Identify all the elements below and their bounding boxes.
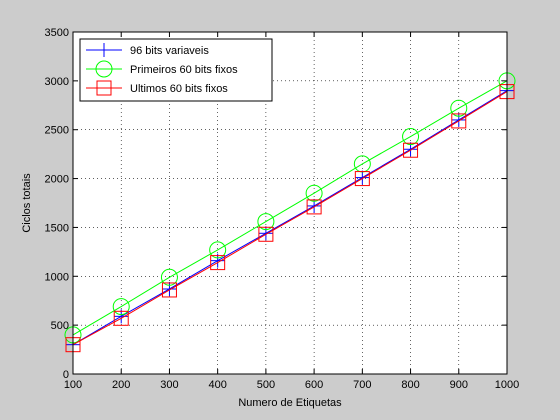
data-point xyxy=(209,241,227,259)
data-point xyxy=(403,142,419,158)
data-point xyxy=(451,112,466,127)
data-point xyxy=(258,226,274,242)
x-axis-title: Numero de Etiquetas xyxy=(238,397,342,409)
data-point xyxy=(210,255,226,271)
data-point xyxy=(306,199,322,215)
series-layer xyxy=(64,72,516,353)
series-line xyxy=(72,90,508,346)
data-point xyxy=(451,113,467,129)
y-axis-title: Ciclos totais xyxy=(21,173,33,233)
x-tick-label: 900 xyxy=(450,379,468,391)
legend-entry: Primeiros 60 bits fixos xyxy=(86,60,238,78)
legend-marker xyxy=(96,80,112,96)
y-tick-label: 2500 xyxy=(45,125,69,137)
legend-label: Primeiros 60 bits fixos xyxy=(130,64,238,76)
x-tick-label: 1000 xyxy=(495,379,519,391)
data-point xyxy=(450,99,468,117)
data-point xyxy=(162,281,177,296)
y-tick-label: 1000 xyxy=(45,271,69,283)
data-point xyxy=(258,226,273,241)
x-tick-label: 600 xyxy=(305,379,323,391)
data-point xyxy=(257,213,275,231)
x-tick-label: 700 xyxy=(353,379,371,391)
data-point xyxy=(305,184,323,202)
series-line xyxy=(72,80,508,336)
x-tick-label: 400 xyxy=(208,379,226,391)
x-tick-label: 100 xyxy=(64,379,82,391)
legend-entry: Ultimos 60 bits fixos xyxy=(86,80,228,96)
y-tick-label: 3500 xyxy=(45,27,69,39)
x-tick-label: 300 xyxy=(160,379,178,391)
legend-marker xyxy=(95,60,113,78)
axis-ticks: 100 200 300 400 500 600 700 800 900 1000 0 500 1000 1… xyxy=(45,27,520,391)
plot-frame xyxy=(72,31,508,375)
y-tick-label: 3000 xyxy=(45,76,69,88)
data-point xyxy=(354,171,370,187)
y-tick-label: 1500 xyxy=(45,222,69,234)
legend-marker xyxy=(97,43,111,57)
data-point xyxy=(355,170,370,185)
data-point xyxy=(161,282,177,298)
legend: 96 bits variaveis Primeiros 60 bits fixos… xyxy=(79,38,273,102)
data-point xyxy=(402,128,420,146)
series-line xyxy=(72,91,508,346)
legend-label: 96 bits variaveis xyxy=(130,45,209,57)
y-tick-label: 500 xyxy=(51,320,69,332)
x-tick-label: 500 xyxy=(257,379,275,391)
x-tick-label: 800 xyxy=(401,379,419,391)
y-tick-label: 2000 xyxy=(45,174,69,186)
x-tick-label: 200 xyxy=(112,379,130,391)
data-point xyxy=(160,268,178,286)
legend-label: Ultimos 60 bits fixos xyxy=(130,83,228,95)
data-point xyxy=(112,298,130,316)
legend-entry: 96 bits variaveis xyxy=(86,43,209,57)
y-tick-label: 0 xyxy=(63,369,69,381)
data-point xyxy=(113,310,129,326)
